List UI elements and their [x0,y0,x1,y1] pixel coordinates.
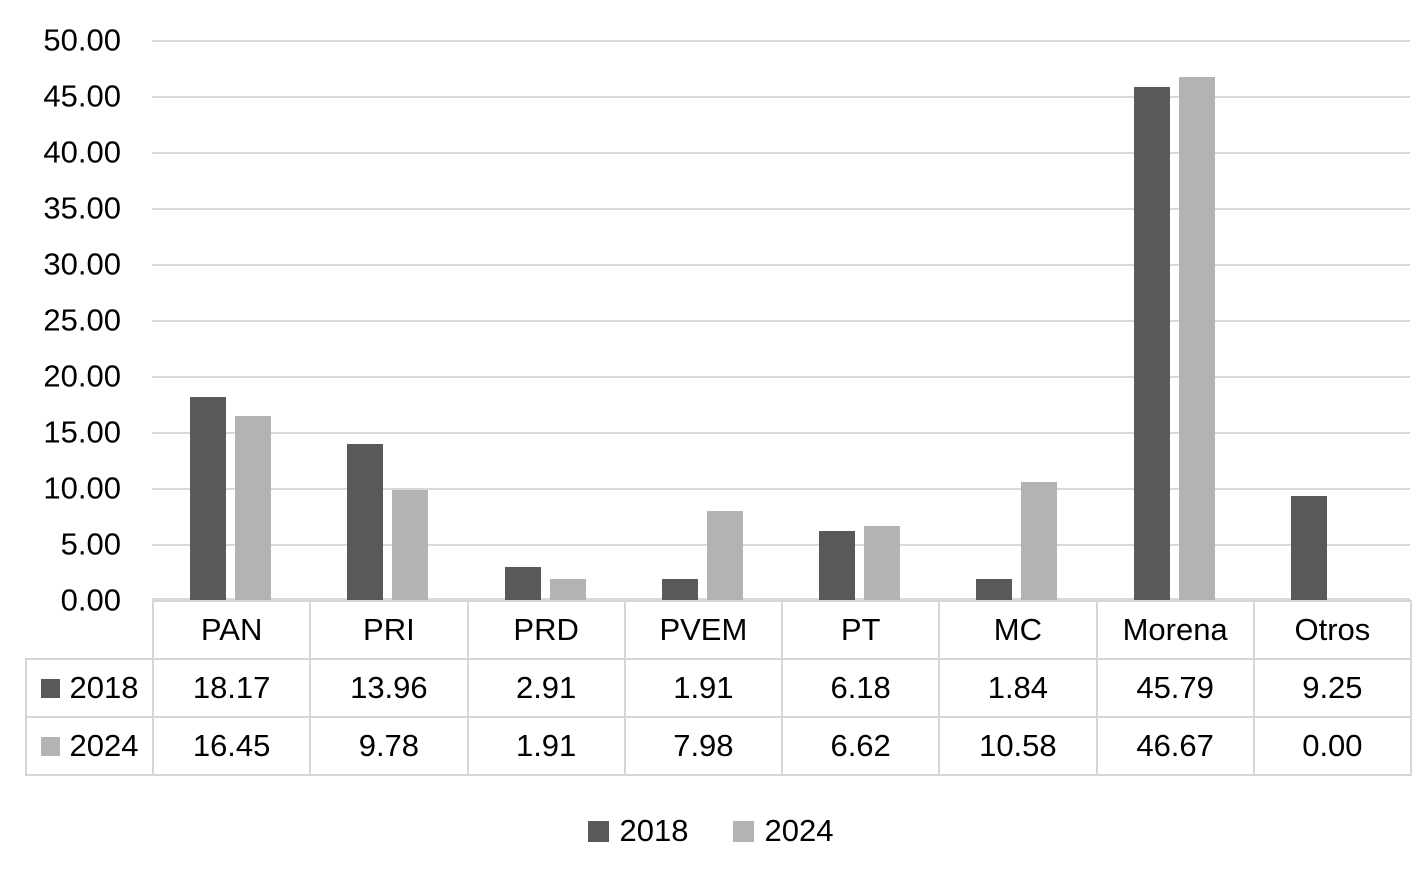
table-value-2024-prd: 1.91 [466,716,626,776]
bar-2024-PRD [549,578,586,600]
bar-2024-PT [864,525,901,600]
series-color-swatch-icon [40,678,60,698]
bar-2018-PVEM [661,578,698,600]
table-corner-cell [26,601,153,659]
legend-label: 2018 [619,813,689,848]
gridline [152,208,1410,210]
bar-2024-PAN [235,415,272,600]
y-tick-label: 50.00 [43,22,121,58]
table-header-mc: MC [938,600,1098,660]
table-value-2024-mc: 10.58 [938,716,1098,776]
y-tick-label: 40.00 [43,134,121,170]
bar-2024-Morena [1178,77,1215,600]
gridline [152,544,1410,546]
bar-2018-PAN [190,396,227,600]
series-name: 2018 [69,670,139,706]
gridline [152,488,1410,490]
table-value-2024-morena: 46.67 [1095,716,1255,776]
bar-2024-PRI [392,490,429,600]
table-row-2024: 2024 16.45 9.78 1.91 7.98 6.62 10.58 46.67 0.00 [25,716,1413,776]
gridline [152,152,1410,154]
table-value-2018-mc: 1.84 [938,658,1098,718]
gridline [152,96,1410,98]
bar-2024-PVEM [706,510,743,600]
y-tick-label: 15.00 [43,414,121,450]
y-tick-label: 10.00 [43,470,121,506]
table-value-2018-morena: 45.79 [1095,658,1255,718]
table-value-2024-otros: 0.00 [1252,716,1413,776]
table-header-morena: Morena [1095,600,1255,660]
table-value-2018-prd: 2.91 [466,658,626,718]
bar-2018-PRD [504,567,541,600]
y-axis: 50.00 45.00 40.00 35.00 30.00 25.00 20.00 15.00… [0,25,121,616]
y-tick-label: 25.00 [43,302,121,338]
table-header-pri: PRI [309,600,469,660]
legend-item-2018: 2018 [587,813,689,849]
legend: 2018 2024 [0,806,1421,856]
gridline [152,320,1410,322]
legend-swatch-icon [587,820,609,842]
table-value-2024-pt: 6.62 [780,716,941,776]
gridline [152,432,1410,434]
table-value-2018-pvem: 1.91 [623,658,784,718]
table-row-label-2024: 2024 [25,716,154,776]
table-value-2018-pt: 6.18 [780,658,941,718]
table-header-pt: PT [780,600,941,660]
table-header-pan: PAN [151,600,312,660]
gridline [152,40,1410,42]
table-header-otros: Otros [1252,600,1413,660]
table-value-2018-otros: 9.25 [1252,658,1413,718]
table-row-label-2018: 2018 [25,658,154,718]
table-header-pvem: PVEM [623,600,784,660]
legend-item-2024: 2024 [732,813,834,849]
bar-2018-MC [976,579,1013,600]
gridline [152,264,1410,266]
table-value-2018-pan: 18.17 [151,658,312,718]
y-tick-label: 5.00 [60,526,121,562]
bar-2018-Morena [1133,87,1170,600]
y-tick-label: 20.00 [43,358,121,394]
y-tick-label: 30.00 [43,246,121,282]
table-value-2024-pri: 9.78 [309,716,469,776]
y-tick-label: 45.00 [43,78,121,114]
bar-2018-Otros [1290,496,1327,600]
legend-swatch-icon [732,820,754,842]
bar-2018-PRI [347,443,384,600]
legend-label: 2024 [764,813,834,848]
table-value-2024-pvem: 7.98 [623,716,784,776]
bar-2024-MC [1021,481,1058,600]
plot-area [152,40,1410,600]
table-header-prd: PRD [466,600,626,660]
table-value-2018-pri: 13.96 [309,658,469,718]
y-tick-label: 0.00 [60,582,121,618]
table-row-2018: 2018 18.17 13.96 2.91 1.91 6.18 1.84 45.79 9.25 [25,658,1413,718]
y-tick-label: 35.00 [43,190,121,226]
gridline [152,376,1410,378]
chart-data-table: PAN PRI PRD PVEM PT MC Morena Otros 2018 18.17 13.… [25,600,1413,776]
series-color-swatch-icon [40,736,60,756]
bar-2018-PT [819,530,856,600]
gridline [152,598,1410,600]
series-name: 2024 [69,728,139,764]
table-value-2024-pan: 16.45 [151,716,312,776]
